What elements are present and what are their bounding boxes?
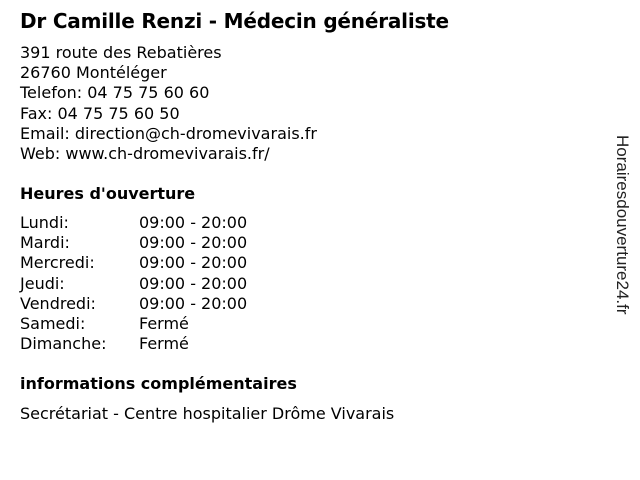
hours-row: Lundi: 09:00 - 20:00 [20,213,248,232]
info-text: Secrétariat - Centre hospitalier Drôme V… [20,404,395,423]
hours-heading: Heures d'ouverture [20,184,196,203]
hours-row: Mercredi: 09:00 - 20:00 [20,253,248,273]
contact-block: 391 route des Rebatières 26760 Montélége… [20,43,317,164]
hours-row: Vendredi: 09:00 - 20:00 [20,293,248,313]
address-line-1: 391 route des Rebatières [20,43,222,62]
hours-row: Dimanche: Fermé [20,334,189,354]
info-heading: informations complémentaires [20,374,297,393]
hours-table: Lundi: 09:00 - 20:00 Mardi: 09:00 - 20:00 … [20,213,247,354]
hours-row: Samedi: Fermé [20,314,189,334]
watermark: Horairesdouverture24.fr [613,135,632,315]
email: Email: direction@ch-dromevivarais.fr [20,123,317,143]
phone: Telefon: 04 75 75 60 60 [20,83,210,103]
hours-row: Jeudi: 09:00 - 20:00 [20,273,248,293]
page-title: Dr Camille Renzi - Médecin généraliste [20,9,449,33]
website: Web: www.ch-dromevivarais.fr/ [20,144,270,164]
hours-row: Mardi: 09:00 - 20:00 [20,233,248,253]
fax: Fax: 04 75 75 60 50 [20,103,180,123]
address-line-2: 26760 Montéléger [20,63,167,83]
